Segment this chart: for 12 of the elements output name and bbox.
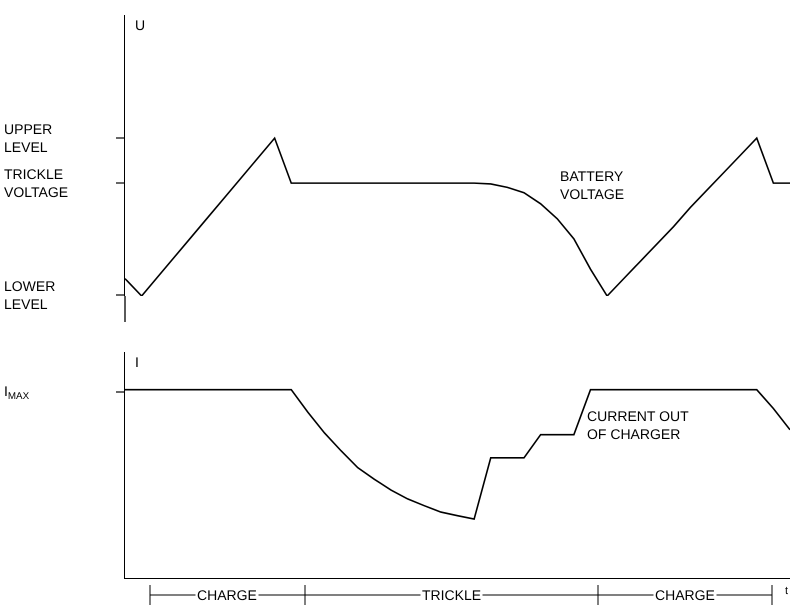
annotation: BATTERY VOLTAGE — [560, 168, 624, 202]
text: TRICKLE — [422, 587, 482, 603]
text: UPPER LEVEL — [4, 121, 52, 156]
x-axis-title: t — [785, 585, 788, 597]
text: I$_{MAX}$ — [4, 383, 30, 402]
annotation: CURRENT OUT OF CHARGER — [587, 408, 690, 442]
text: CHARGE — [655, 587, 715, 603]
y-axis-title: I — [135, 354, 139, 370]
text: LOWER LEVEL — [4, 278, 56, 312]
y-axis-title: U — [135, 17, 146, 33]
text: TRICKLE VOLTAGE — [4, 166, 68, 200]
text: CHARGE — [197, 587, 257, 603]
